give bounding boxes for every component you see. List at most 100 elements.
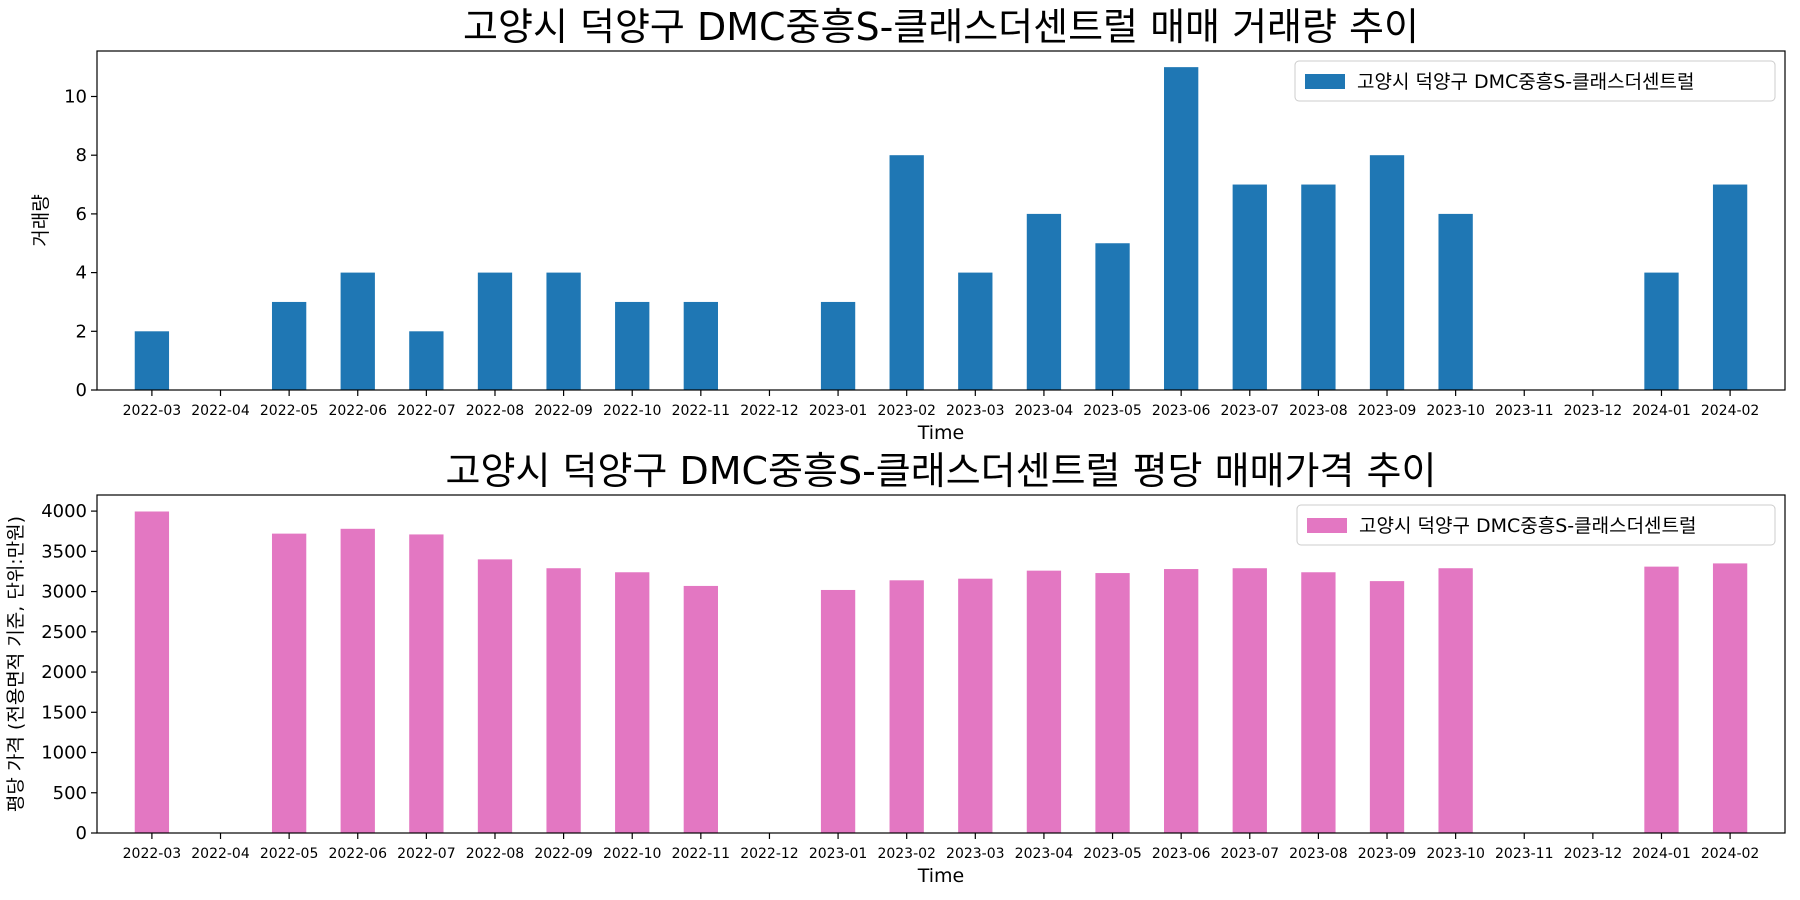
- chart-1-legend-label: 고양시 덕양구 DMC중흥S-클래스더센트럴: [1357, 71, 1695, 93]
- chart-1-bar: [683, 301, 718, 390]
- chart-2-bar: [1232, 568, 1267, 833]
- chart-2-ytick-label: 2000: [41, 662, 87, 683]
- chart-1-bar: [820, 301, 856, 390]
- chart-1-xtick-label: 2023-12: [1564, 403, 1623, 419]
- chart-1-xtick-label: 2023-06: [1152, 403, 1211, 419]
- chart-2-xtick-label: 2022-12: [740, 846, 799, 862]
- chart-1-bar: [1712, 184, 1748, 390]
- chart-2-xtick-label: 2023-01: [809, 846, 868, 862]
- chart-2-bar: [1164, 569, 1199, 833]
- chart-1-xtick-label: 2022-11: [672, 403, 731, 419]
- chart-1-xtick-label: 2022-06: [328, 403, 387, 419]
- chart-2-bar: [1026, 570, 1062, 833]
- chart-2-xtick-label: 2022-09: [534, 846, 593, 862]
- chart-2-title: 고양시 덕양구 DMC중흥S-클래스더센트럴 평당 매매가격 추이: [446, 449, 1437, 493]
- chart-2-xtick-label: 2023-03: [946, 846, 1005, 862]
- chart-1-xtick-label: 2022-07: [397, 403, 456, 419]
- chart-2-xtick-label: 2023-09: [1358, 846, 1417, 862]
- chart-1-bar: [1369, 155, 1405, 390]
- chart-1-bar: [134, 331, 170, 390]
- chart-2-xtick-label: 2023-02: [877, 846, 936, 862]
- chart-1-xtick-label: 2023-11: [1495, 403, 1554, 419]
- chart-2-bar: [1644, 566, 1679, 833]
- chart-2-xtick-label: 2022-10: [603, 846, 662, 862]
- chart-2-ytick-label: 1500: [41, 702, 87, 723]
- chart-2-xtick-label: 2022-11: [672, 846, 731, 862]
- chart-2-ytick-label: 3000: [41, 582, 87, 603]
- chart-1-xtick-label: 2023-01: [809, 403, 868, 419]
- chart-2-xtick-label: 2023-05: [1083, 846, 1142, 862]
- chart-1-plot-frame: [96, 50, 1786, 391]
- chart-2-bar: [958, 578, 993, 833]
- chart-2-ylabel: 평당 가격 (전용면적 기준, 단위:만원): [5, 516, 27, 812]
- chart-1-bar: [271, 301, 307, 390]
- chart-1-xtick-label: 2022-08: [466, 403, 525, 419]
- chart-2-ytick-label: 500: [53, 783, 87, 804]
- chart-1-xtick-label: 2022-05: [260, 403, 319, 419]
- chart-2-bar: [134, 511, 170, 833]
- chart-2-xtick-label: 2022-07: [397, 846, 456, 862]
- chart-2-xtick-label: 2022-03: [123, 846, 182, 862]
- chart-2-xtick-label: 2023-12: [1564, 846, 1623, 862]
- chart-1-title: 고양시 덕양구 DMC중흥S-클래스더센트럴 매매 거래량 추이: [463, 5, 1419, 49]
- chart-2-legend-swatch: [1307, 518, 1347, 533]
- chart-1-ytick-label: 0: [76, 380, 87, 401]
- chart-2-bar: [1438, 568, 1473, 833]
- chart-2-bar: [889, 580, 924, 833]
- chart-2-bar: [546, 568, 581, 833]
- chart-2-xtick-label: 2023-10: [1426, 846, 1485, 862]
- chart-2-bar: [1301, 572, 1336, 833]
- chart-2-xtick-label: 2023-08: [1289, 846, 1348, 862]
- chart-1-xtick-label: 2023-05: [1083, 403, 1142, 419]
- chart-2-bar: [820, 589, 856, 833]
- chart-2-ytick-label: 4000: [41, 501, 87, 522]
- chart-1-bar: [546, 272, 581, 390]
- chart-2-ytick-label: 2500: [41, 622, 87, 643]
- chart-1-xtick-label: 2022-10: [603, 403, 662, 419]
- chart-2-bar: [1369, 581, 1405, 833]
- chart-1-bar: [477, 272, 513, 390]
- chart-2-xtick-label: 2022-06: [328, 846, 387, 862]
- chart-1-bar: [340, 272, 375, 390]
- chart-1-ytick-label: 2: [76, 321, 87, 342]
- chart-1-xtick-label: 2024-01: [1632, 403, 1691, 419]
- chart-2-xtick-label: 2023-04: [1015, 846, 1074, 862]
- chart-1-xtick-label: 2022-12: [740, 403, 799, 419]
- chart-2-xtick-label: 2022-04: [191, 846, 250, 862]
- chart-2-xlabel: Time: [917, 865, 965, 887]
- chart-1-xtick-label: 2023-02: [877, 403, 936, 419]
- chart-2-xtick-label: 2022-08: [466, 846, 525, 862]
- chart-2-bar: [340, 528, 375, 833]
- chart-2-ytick-label: 0: [76, 823, 87, 844]
- chart-2-plot-frame: [96, 494, 1786, 834]
- chart-2-legend-label: 고양시 덕양구 DMC중흥S-클래스더센트럴: [1359, 515, 1697, 537]
- chart-1-xtick-label: 2022-03: [123, 403, 182, 419]
- chart-1-ytick-label: 10: [64, 86, 87, 107]
- chart-1-legend-swatch: [1305, 74, 1345, 89]
- chart-2-bar: [683, 585, 718, 833]
- chart-2-bar: [271, 533, 307, 833]
- chart-1-xtick-label: 2023-08: [1289, 403, 1348, 419]
- chart-1-xtick-label: 2024-02: [1701, 403, 1760, 419]
- chart-1-bar: [1095, 243, 1130, 390]
- chart-2-ytick-label: 3500: [41, 541, 87, 562]
- chart-2-bar: [1712, 563, 1748, 833]
- chart-1-xtick-label: 2022-09: [534, 403, 593, 419]
- chart-1-xtick-label: 2023-09: [1358, 403, 1417, 419]
- chart-1-bar: [1438, 213, 1473, 390]
- chart-1-xtick-label: 2023-07: [1221, 403, 1280, 419]
- chart-1-ylabel: 거래량: [30, 194, 52, 246]
- chart-2-bar: [409, 534, 444, 833]
- chart-2-xtick-label: 2024-01: [1632, 846, 1691, 862]
- chart-1-bar: [889, 155, 924, 390]
- chart-1-bar: [1301, 184, 1336, 390]
- chart-1-legend-box: [1294, 60, 1776, 102]
- chart-1-bar: [615, 301, 650, 390]
- chart-2-legend-box: [1296, 504, 1776, 546]
- chart-1-bar: [1164, 67, 1199, 391]
- chart-2-xtick-label: 2022-05: [260, 846, 319, 862]
- chart-1-ytick-label: 4: [76, 263, 87, 284]
- chart-1-bar: [958, 272, 993, 390]
- chart-2-bar: [477, 559, 513, 833]
